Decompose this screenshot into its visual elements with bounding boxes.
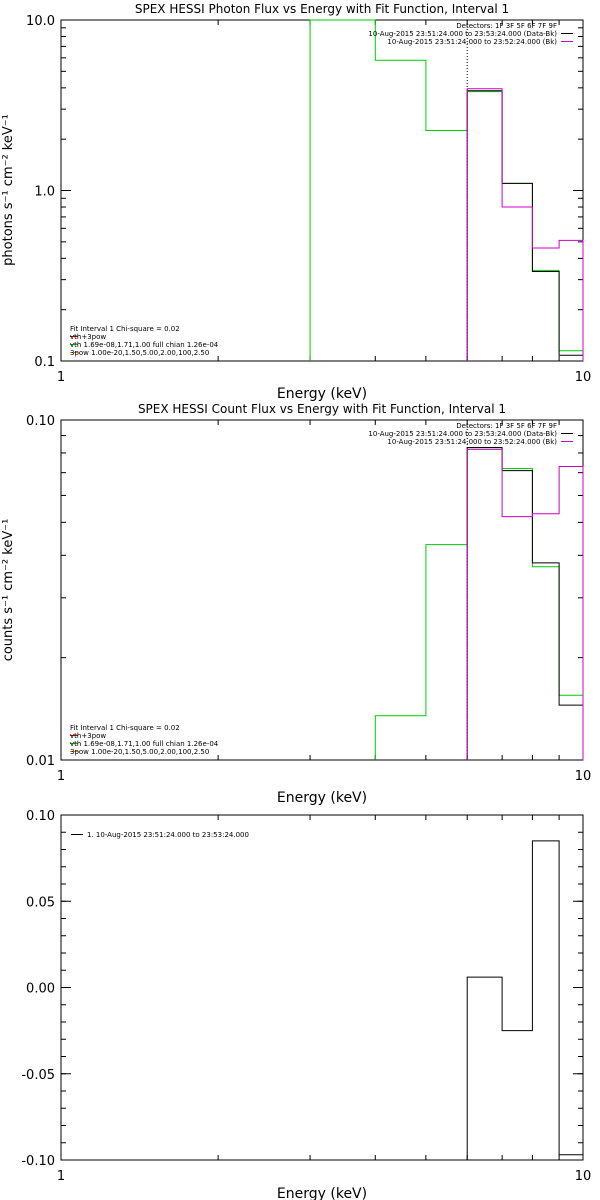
y-tick-label: -0.10 bbox=[21, 1154, 55, 1169]
y-tick-label: 0.01 bbox=[26, 754, 55, 769]
legend-bottom-left-header: Fit Interval 1 Chi-square = 0.02 bbox=[70, 325, 180, 333]
x-tick-label: 10 bbox=[575, 370, 592, 385]
legend-bottom-left-entry: vth+3pow bbox=[70, 333, 106, 341]
y-tick-label: 10.0 bbox=[26, 14, 55, 29]
count-flux-title: SPEX HESSI Count Flux vs Energy with Fit… bbox=[138, 402, 506, 416]
legend-top-right-entry: 10-Aug-2015 23:51:24.000 to 23:52:24.000… bbox=[387, 38, 557, 46]
x-tick-label: 1 bbox=[57, 769, 65, 784]
y-tick-label: 0.10 bbox=[26, 809, 55, 824]
photon-flux-ylabel: photons s⁻¹ cm⁻² keV⁻¹ bbox=[1, 114, 16, 266]
plot-frame bbox=[60, 19, 584, 362]
photon-flux-xlabel: Energy (keV) bbox=[277, 386, 367, 402]
x-tick-label: 1 bbox=[57, 370, 65, 385]
legend-bottom-left-entry: vth 1.69e-08,1.71,1.00 full chian 1.26e-… bbox=[70, 740, 219, 748]
legend-top-right-header: Detectors: 1F 3F 5F 6F 7F 9F bbox=[456, 422, 557, 430]
residual-panel: Energy (keV) 1 10 0.10 0.05 0.00 -0.05 -0.10 1.… bbox=[21, 809, 591, 1200]
legend-bottom-left-entry: 3pow 1.00e-20,1.50,5.00,2.00,100,2.50 bbox=[70, 349, 209, 357]
y-tick-label: -0.05 bbox=[21, 1068, 55, 1083]
x-tick-label: 10 bbox=[575, 769, 592, 784]
count-flux-ylabel: counts s⁻¹ cm⁻² keV⁻¹ bbox=[1, 519, 16, 662]
count-flux-panel: SPEX HESSI Count Flux vs Energy with Fit… bbox=[1, 402, 591, 806]
series-1-histogram bbox=[466, 447, 584, 760]
legend-bottom-left-entry: vth 1.69e-08,1.71,1.00 full chian 1.26e-… bbox=[70, 341, 219, 349]
legend-top-right-entry: 10-Aug-2015 23:51:24.000 to 23:53:24.000… bbox=[368, 30, 557, 38]
count-flux-xlabel: Energy (keV) bbox=[277, 790, 367, 806]
y-tick-label: 0.1 bbox=[34, 355, 55, 370]
y-tick-label: 0.05 bbox=[26, 895, 55, 910]
legend-top-right-entry: 10-Aug-2015 23:51:24.000 to 23:53:24.000… bbox=[368, 430, 557, 438]
y-tick-label: 0.00 bbox=[26, 982, 55, 997]
photon-flux-title: SPEX HESSI Photon Flux vs Energy with Fi… bbox=[135, 2, 509, 16]
x-tick-label: 1 bbox=[57, 1169, 65, 1184]
y-tick-label: 0.10 bbox=[26, 414, 55, 429]
legend-top-right-entry: 10-Aug-2015 23:51:24.000 to 23:52:24.000… bbox=[387, 438, 557, 446]
series-0-histogram bbox=[309, 19, 584, 361]
series-0-histogram bbox=[374, 448, 584, 760]
legend-bottom-left-entry: vth+3pow bbox=[70, 732, 106, 740]
legend-top-right-header: Detectors: 1F 3F 5F 6F 7F 9F bbox=[456, 22, 557, 30]
y-tick-label: 1.0 bbox=[34, 185, 55, 200]
legend-bottom-left-header: Fit Interval 1 Chi-square = 0.02 bbox=[70, 724, 180, 732]
x-tick-label: 10 bbox=[575, 1169, 592, 1184]
plot-frame bbox=[60, 814, 584, 1161]
residual-xlabel: Energy (keV) bbox=[277, 1186, 367, 1200]
series-2-histogram bbox=[466, 448, 584, 760]
legend-top-left-entry: 1. 10-Aug-2015 23:51:24.000 to 23:53:24.… bbox=[87, 831, 249, 839]
photon-flux-panel: SPEX HESSI Photon Flux vs Energy with Fi… bbox=[1, 2, 591, 402]
series-0-histogram bbox=[466, 840, 584, 1160]
series-1-histogram bbox=[466, 90, 584, 361]
series-2-histogram bbox=[466, 88, 584, 361]
legend-bottom-left-entry: 3pow 1.00e-20,1.50,5.00,2.00,100,2.50 bbox=[70, 748, 209, 756]
